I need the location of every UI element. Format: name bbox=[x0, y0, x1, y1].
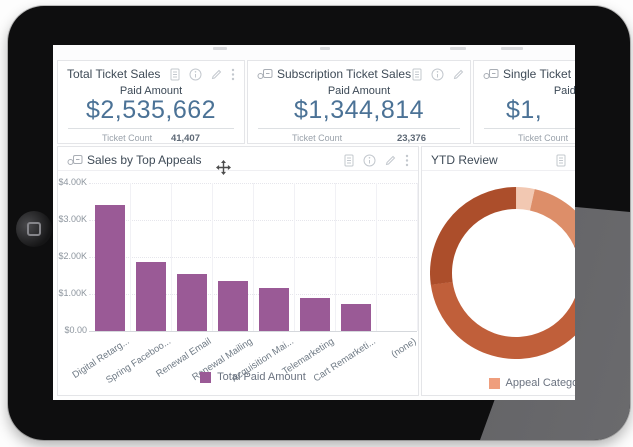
clipped-toolbar bbox=[53, 45, 575, 60]
y-axis-tick: $3.00K bbox=[58, 214, 87, 224]
kpi-card-single-ticket-sales[interactable]: Single Ticket Sales Paid Amount $1, Tick… bbox=[473, 60, 575, 144]
report-icon[interactable] bbox=[555, 154, 567, 167]
y-axis-tick: $4.00K bbox=[58, 177, 87, 187]
report-icon[interactable] bbox=[411, 68, 423, 81]
home-button[interactable] bbox=[16, 211, 52, 247]
paid-amount-value: $2,535,662 bbox=[85, 96, 217, 124]
bar-Renewal Email[interactable] bbox=[176, 274, 207, 331]
paid-amount-value: $1, bbox=[506, 96, 543, 124]
ticket-count-label: Ticket Count bbox=[102, 133, 153, 143]
donut-segment-terracotta[interactable] bbox=[430, 187, 575, 359]
ticket-count-label: Ticket Count bbox=[518, 133, 569, 143]
gridline bbox=[417, 183, 418, 331]
info-icon[interactable] bbox=[189, 68, 202, 81]
toolbar-fragment bbox=[213, 47, 227, 50]
ytd-legend-label: Appeal Category bbox=[505, 377, 575, 389]
divider bbox=[258, 128, 460, 129]
info-icon[interactable] bbox=[363, 154, 376, 167]
bar-Telemarketing[interactable] bbox=[299, 298, 330, 331]
gridline bbox=[376, 183, 377, 331]
edit-pencil-icon[interactable] bbox=[384, 154, 397, 167]
chart-widget-icon bbox=[67, 154, 83, 165]
ytd-legend-swatch bbox=[488, 377, 500, 389]
bar-legend-swatch bbox=[200, 371, 212, 383]
kpi-widget-icon bbox=[257, 68, 273, 79]
report-icon[interactable] bbox=[169, 68, 181, 81]
paid-amount-value: $1,344,814 bbox=[293, 96, 425, 124]
report-icon[interactable] bbox=[343, 154, 355, 167]
paid-amount-label: Paid Amount bbox=[553, 85, 575, 97]
edit-pencil-icon[interactable] bbox=[452, 68, 465, 81]
y-axis-tick: $1.00K bbox=[58, 288, 87, 298]
dashboard-screen: Total Ticket Sales Paid Amount $2,535,66… bbox=[53, 45, 575, 400]
ticket-count-value: 23,376 bbox=[396, 133, 426, 144]
card-title: YTD Review bbox=[431, 153, 498, 167]
gridline bbox=[335, 183, 336, 331]
move-cursor-icon bbox=[216, 160, 231, 175]
toolbar-fragment bbox=[501, 47, 523, 50]
bar-legend-label: Total Paid Amount bbox=[217, 371, 306, 383]
home-button-square bbox=[27, 222, 41, 236]
edit-pencil-icon[interactable] bbox=[210, 68, 223, 81]
bar-Digital Retarg...[interactable] bbox=[94, 205, 125, 331]
paid-amount-label: Paid Amount bbox=[327, 85, 391, 97]
divider bbox=[484, 128, 575, 129]
bar-Renewal Mailing[interactable] bbox=[217, 281, 248, 331]
bar-plot bbox=[89, 183, 418, 332]
ticket-count-label: Ticket Count bbox=[292, 133, 343, 143]
bar-Cart Remarketi...[interactable] bbox=[340, 304, 371, 331]
paid-amount-label: Paid Amount bbox=[119, 85, 183, 97]
divider bbox=[68, 128, 234, 129]
ticket-count-value: 41,407 bbox=[170, 133, 200, 144]
kpi-card-subscription-ticket-sales[interactable]: Subscription Ticket Sales Paid Amount $1… bbox=[247, 60, 477, 144]
toolbar-fragment bbox=[320, 47, 330, 50]
ytd-donut[interactable] bbox=[430, 187, 575, 359]
tablet-device: Total Ticket Sales Paid Amount $2,535,66… bbox=[8, 6, 630, 440]
donut-segment-dark-terracotta[interactable] bbox=[430, 187, 575, 359]
card-title: Total Ticket Sales bbox=[67, 67, 161, 81]
info-icon[interactable] bbox=[431, 68, 444, 81]
gridline bbox=[294, 183, 295, 331]
gridline bbox=[253, 183, 254, 331]
gridline bbox=[130, 183, 131, 331]
chart-card-sales-by-top-appeals[interactable]: Sales by Top Appeals $4.00K $3.00K $2.00K $… bbox=[57, 146, 419, 396]
toolbar-fragment bbox=[450, 47, 466, 50]
kebab-menu-icon[interactable] bbox=[231, 68, 235, 81]
bar-yticks: $4.00K $3.00K $2.00K $1.00K $0.00 bbox=[58, 147, 87, 347]
bar-Spring Faceboo...[interactable] bbox=[135, 261, 166, 331]
y-axis-tick: $2.00K bbox=[58, 251, 87, 261]
kpi-widget-icon bbox=[483, 68, 499, 79]
kpi-card-total-ticket-sales[interactable]: Total Ticket Sales Paid Amount $2,535,66… bbox=[57, 60, 245, 144]
gridline bbox=[171, 183, 172, 331]
gridline bbox=[212, 183, 213, 331]
bar-Acquisition Mai...[interactable] bbox=[258, 288, 289, 331]
card-title: Subscription Ticket Sales bbox=[277, 67, 412, 81]
gridline bbox=[89, 331, 417, 332]
y-axis-tick: $0.00 bbox=[64, 325, 87, 335]
card-title: Single Ticket Sales bbox=[503, 67, 575, 81]
kebab-menu-icon[interactable] bbox=[405, 154, 409, 167]
chart-card-ytd-review[interactable]: YTD Review Appeal Category bbox=[421, 146, 575, 396]
x-axis-label: (none) bbox=[389, 336, 419, 361]
card-title: Sales by Top Appeals bbox=[87, 153, 202, 167]
